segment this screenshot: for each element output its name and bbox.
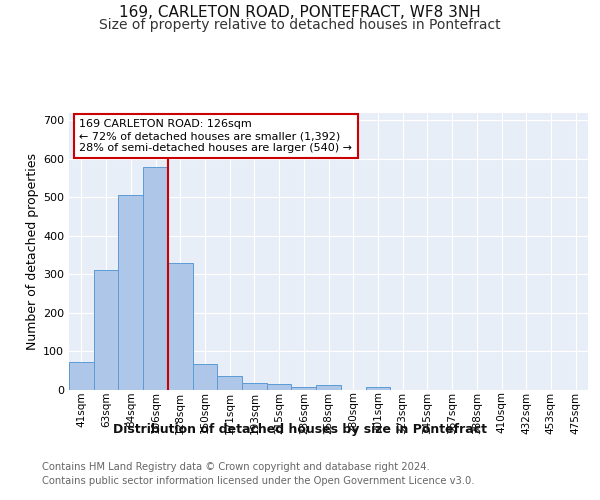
Bar (143, 167, 168, 390)
Bar (118, 195, 143, 390)
Text: Size of property relative to detached houses in Pontefract: Size of property relative to detached ho… (99, 18, 501, 32)
Text: Distribution of detached houses by size in Pontefract: Distribution of detached houses by size … (113, 422, 487, 436)
Bar (292, 386, 316, 390)
Bar (316, 386, 341, 390)
Bar (193, 364, 217, 390)
Bar (242, 382, 267, 390)
Bar (365, 388, 390, 390)
Bar (69, 362, 94, 390)
Bar (217, 376, 242, 390)
Y-axis label: Number of detached properties: Number of detached properties (26, 153, 39, 350)
Bar (267, 384, 292, 390)
Text: 169 CARLETON ROAD: 126sqm
← 72% of detached houses are smaller (1,392)
28% of se: 169 CARLETON ROAD: 126sqm ← 72% of detac… (79, 120, 352, 152)
Bar (94, 270, 118, 390)
Bar (168, 263, 193, 390)
Text: Contains public sector information licensed under the Open Government Licence v3: Contains public sector information licen… (42, 476, 475, 486)
Text: Contains HM Land Registry data © Crown copyright and database right 2024.: Contains HM Land Registry data © Crown c… (42, 462, 430, 472)
Text: 169, CARLETON ROAD, PONTEFRACT, WF8 3NH: 169, CARLETON ROAD, PONTEFRACT, WF8 3NH (119, 5, 481, 20)
